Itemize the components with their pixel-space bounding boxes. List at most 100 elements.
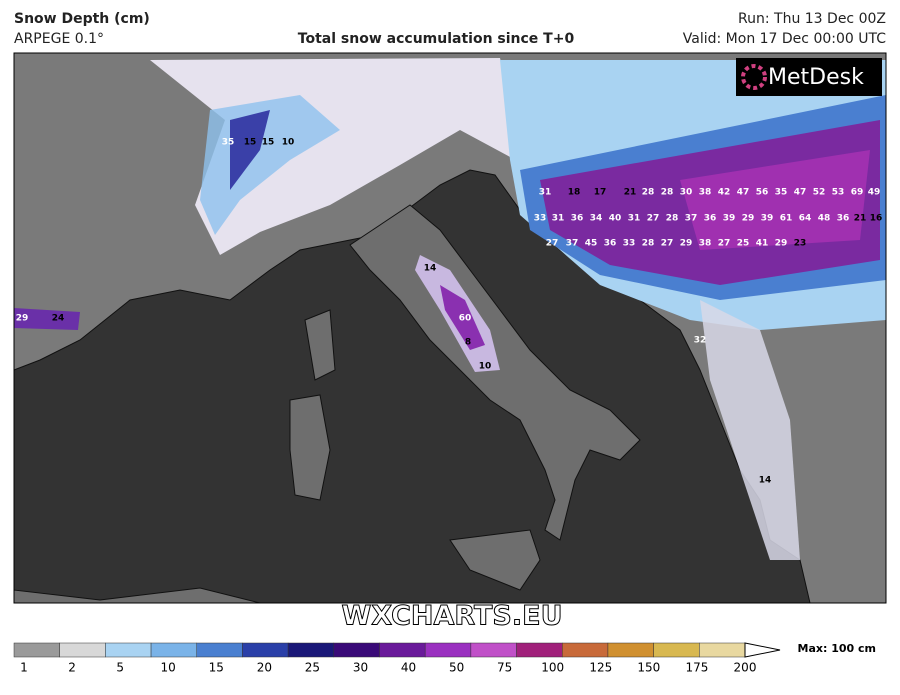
- snow-label: 45: [585, 239, 598, 249]
- max-label: Max: 100 cm: [798, 642, 876, 655]
- snow-label: 31: [628, 214, 641, 224]
- snow-label: 29: [742, 214, 755, 224]
- colorbar-tick-label: 1: [20, 661, 28, 675]
- logo: MetDesk: [768, 65, 864, 90]
- snow-label: 49: [868, 188, 881, 198]
- snow-label: 36: [604, 239, 617, 249]
- snow-label: 31: [539, 188, 552, 198]
- colorbar-swatch: [150, 642, 197, 658]
- colorbar-tick-label: 2: [68, 661, 76, 675]
- snow-label: 53: [832, 188, 845, 198]
- snow-label: 35: [222, 138, 235, 148]
- colorbar-tick-label: 200: [734, 661, 757, 675]
- snow-label: 36: [837, 214, 850, 224]
- watermark: WXCHARTS.EU: [341, 601, 562, 632]
- colorbar-swatch: [13, 642, 60, 658]
- snow-label: 69: [851, 188, 864, 198]
- colorbar-tick-label: 75: [497, 661, 512, 675]
- snow-label: 31: [552, 214, 565, 224]
- snow-label: 36: [704, 214, 717, 224]
- snow-greece: [700, 300, 800, 560]
- colorbar-swatch: [607, 642, 654, 658]
- snow-label: 41: [756, 239, 769, 249]
- colorbar-swatch: [424, 642, 472, 658]
- colorbar-swatch: [516, 642, 563, 658]
- snow-label: 33: [534, 214, 547, 224]
- title: Snow Depth (cm): [14, 11, 150, 27]
- snow-label: 36: [571, 214, 584, 224]
- corsica: [304, 309, 336, 381]
- colorbar-arrow: [744, 642, 781, 658]
- snow-label: 28: [666, 214, 679, 224]
- snow-label: 32: [694, 336, 707, 346]
- snow-label: 27: [661, 239, 674, 249]
- snow-label: 33: [623, 239, 636, 249]
- snow-label: 25: [737, 239, 750, 249]
- snow-label: 60: [459, 314, 472, 324]
- colorbar-swatch: [653, 642, 700, 658]
- snow-label: 30: [680, 188, 693, 198]
- snow-label: 21: [854, 214, 867, 224]
- colorbar-tick-label: 30: [353, 661, 368, 675]
- colorbar-swatch: [562, 642, 609, 658]
- colorbar-swatch: [59, 642, 106, 658]
- snow-label: 17: [594, 188, 607, 198]
- sardinia: [289, 394, 331, 501]
- snow-label: 28: [642, 188, 655, 198]
- snow-apennines-deep: [440, 285, 485, 350]
- snow-label: 8: [465, 338, 471, 348]
- colorbar-tick-label: 40: [401, 661, 416, 675]
- colorbar-tick-label: 50: [449, 661, 464, 675]
- run: Run: Thu 13 Dec 00Z: [738, 11, 886, 27]
- snow-label: 37: [685, 214, 698, 224]
- snow-label: 14: [759, 476, 772, 486]
- snow-label: 38: [699, 239, 712, 249]
- snow-label: 27: [546, 239, 559, 249]
- snow-label: 10: [479, 362, 492, 372]
- colorbar-tick-label: 10: [161, 661, 176, 675]
- colorbar-swatch: [333, 642, 380, 658]
- snow-label: 47: [794, 188, 807, 198]
- snow-label: 16: [870, 214, 883, 224]
- colorbar-tick-label: 100: [541, 661, 564, 675]
- snow-label: 14: [424, 264, 437, 274]
- snow-alps-deep: [230, 110, 270, 190]
- snow-label: 39: [723, 214, 736, 224]
- snow-label: 21: [624, 188, 637, 198]
- snow-label: 24: [52, 314, 65, 324]
- colorbar-tick-label: 175: [685, 661, 708, 675]
- snow-label: 52: [813, 188, 826, 198]
- sicily: [449, 529, 541, 591]
- logo-box: [736, 58, 882, 96]
- snow-label: 35: [775, 188, 788, 198]
- snow-label: 64: [799, 214, 812, 224]
- snow-label: 29: [775, 239, 788, 249]
- snow-label: 61: [780, 214, 793, 224]
- colorbar-tick-label: 150: [637, 661, 660, 675]
- snow-balkans-magenta: [680, 150, 870, 250]
- map-frame: [13, 52, 887, 604]
- snow-label: 39: [761, 214, 774, 224]
- colorbar-tick-label: 125: [589, 661, 612, 675]
- snow-label: 27: [718, 239, 731, 249]
- snow-label: 18: [568, 188, 581, 198]
- colorbar-tick-label: 15: [209, 661, 224, 675]
- colorbar-swatch: [196, 642, 243, 658]
- colorbar-swatch: [470, 642, 517, 658]
- snow-pyrenees: [14, 308, 80, 330]
- snow-label: 28: [642, 239, 655, 249]
- colorbar-swatch: [287, 642, 335, 658]
- colorbar-swatch: [105, 642, 152, 658]
- colorbar-tick-label: 5: [116, 661, 124, 675]
- snow-label: 10: [282, 138, 295, 148]
- model: ARPEGE 0.1°: [14, 31, 104, 47]
- snow-label: 40: [609, 214, 622, 224]
- snow-label: 23: [794, 239, 807, 249]
- subtitle: Total snow accumulation since T+0: [298, 31, 575, 47]
- snow-label: 48: [818, 214, 831, 224]
- snow-label: 28: [661, 188, 674, 198]
- snow-labels: 31 18 17 21 28 28 30 38 42 47 56 35 47 52 53 69 49 33 31 36…: [16, 138, 883, 486]
- snow-label: 34: [590, 214, 603, 224]
